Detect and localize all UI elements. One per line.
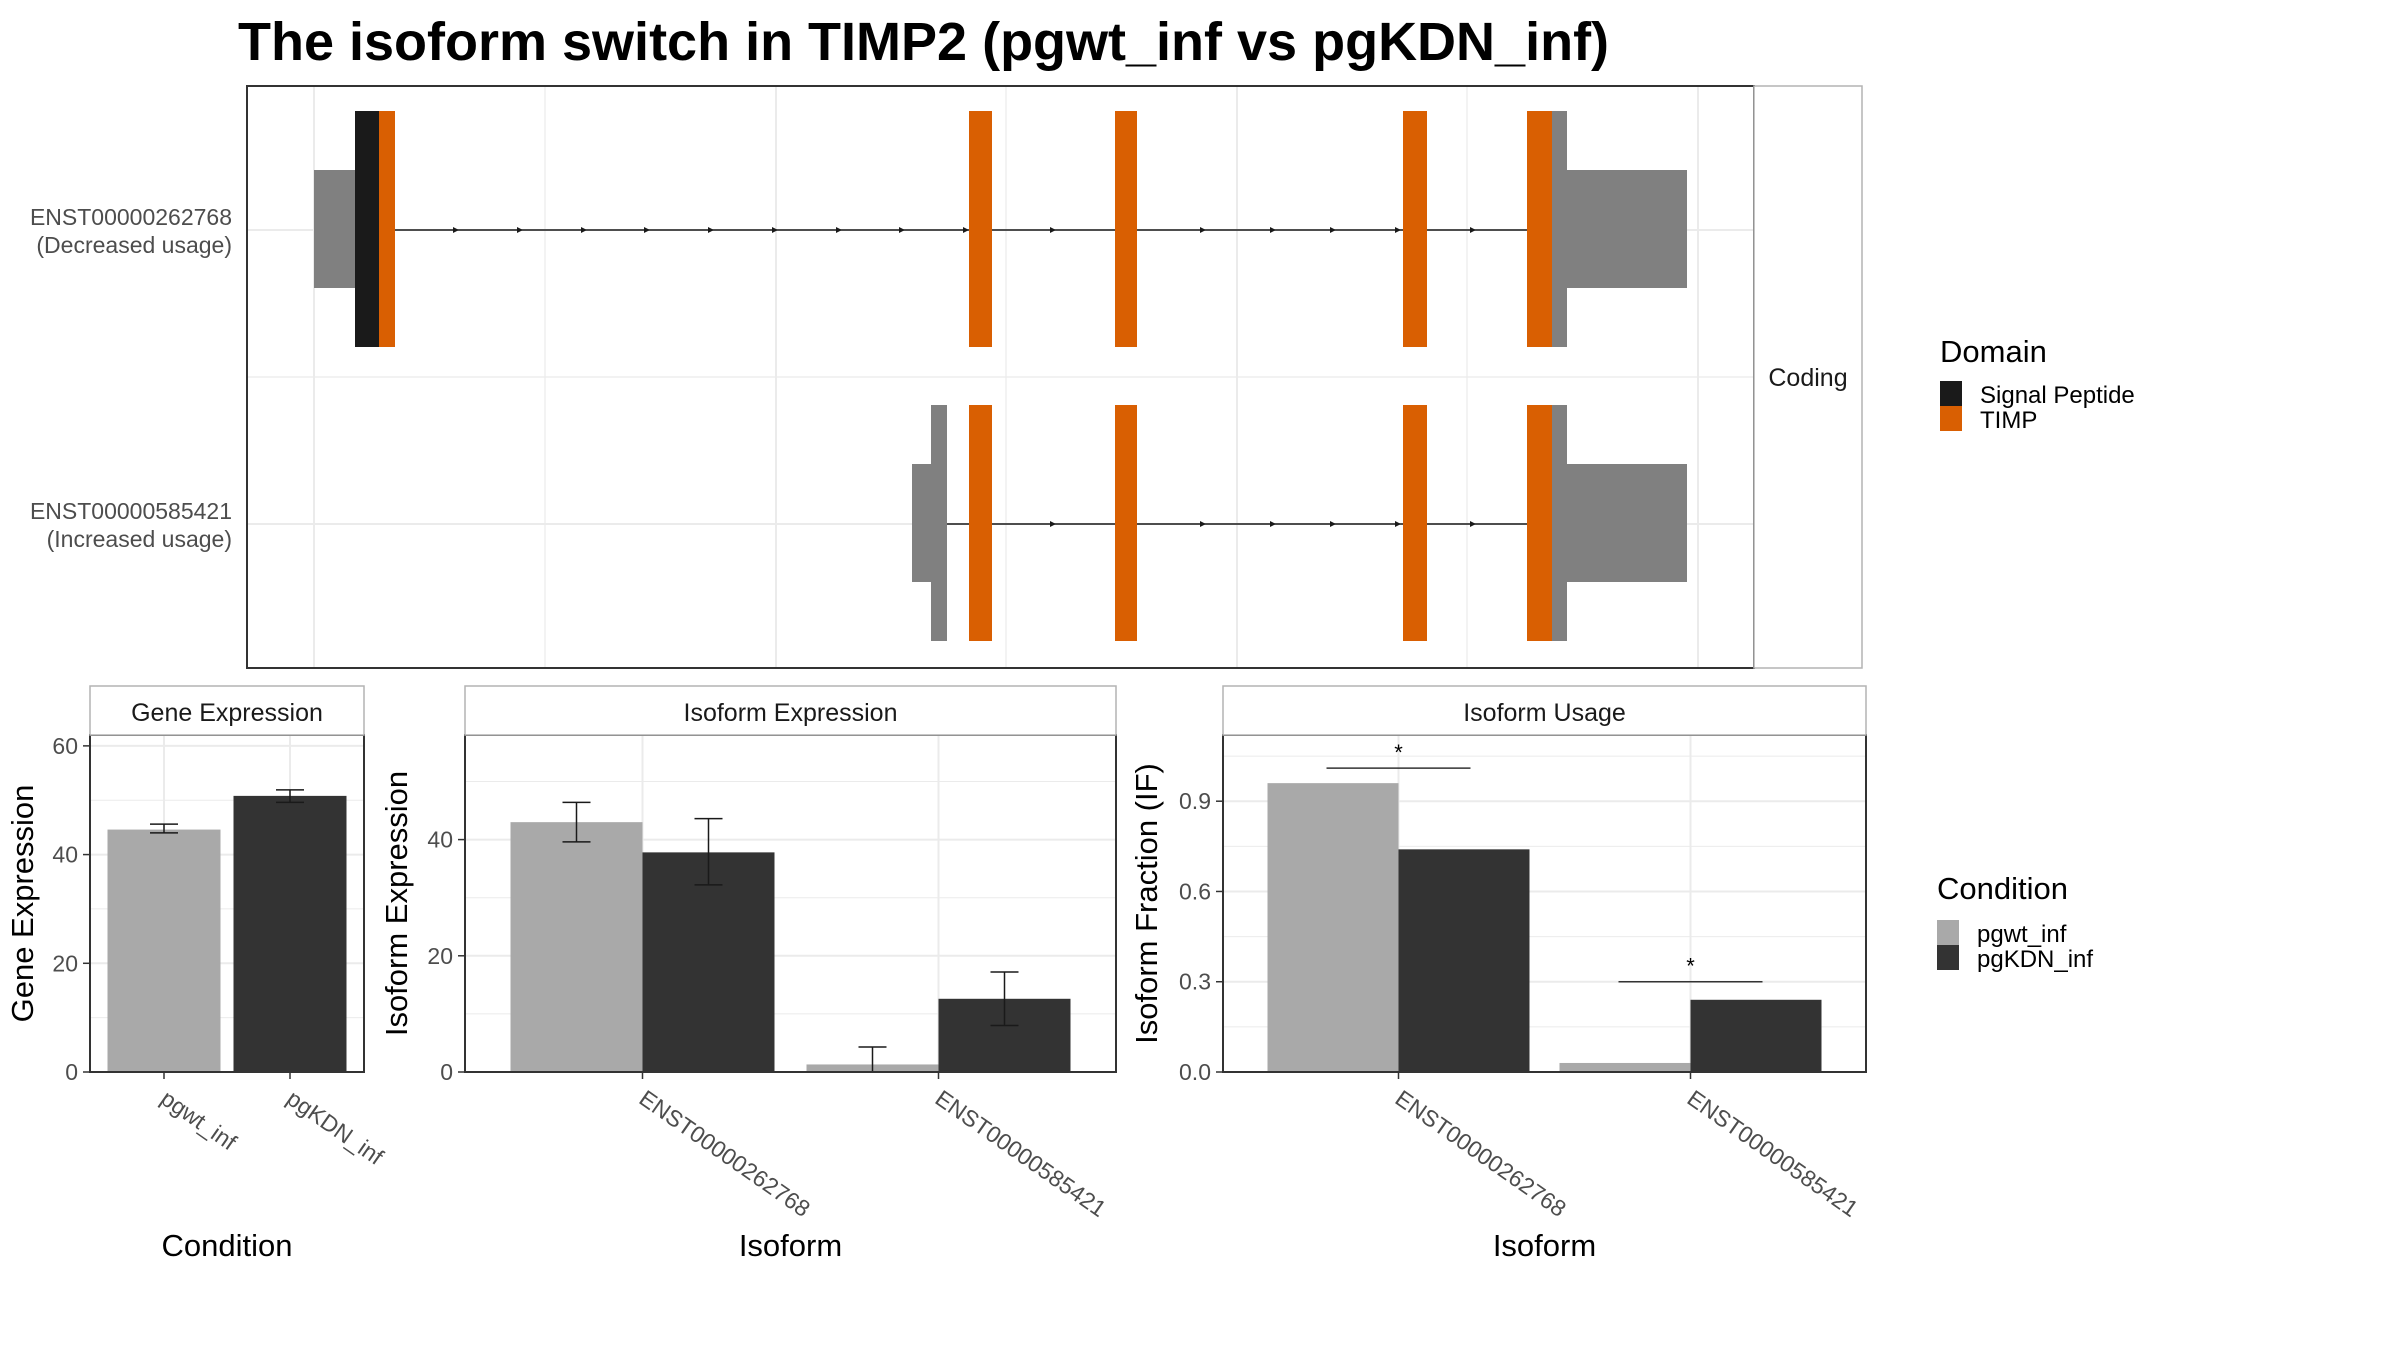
x-tick-label-pgwt-inf: pgwt_inf bbox=[156, 1085, 242, 1156]
y-tick-label: 60 bbox=[52, 733, 78, 759]
y-tick-label: 0.6 bbox=[1179, 878, 1211, 904]
x-tick-label-pgkdn-inf: pgKDN_inf bbox=[282, 1085, 389, 1170]
y-tick-label: 20 bbox=[427, 943, 453, 969]
timp-domain-exon-5 bbox=[1527, 111, 1552, 347]
timp-domain-exon-2 bbox=[969, 111, 992, 347]
timp-domain-exon-3 bbox=[1115, 111, 1137, 347]
bar-enst00000585421-pgwt-inf bbox=[1559, 1062, 1691, 1072]
timp-domain-exon-2 bbox=[1115, 405, 1137, 641]
x-axis-title: Isoform bbox=[739, 1228, 842, 1263]
y-tick-label: 0.0 bbox=[1179, 1059, 1211, 1085]
y-tick-label: 40 bbox=[52, 842, 78, 868]
x-tick-label-enst00000262768: ENST00000262768 bbox=[1391, 1085, 1571, 1222]
y-tick-label: 0.3 bbox=[1179, 969, 1211, 995]
transcript-enst00000585421 bbox=[912, 405, 1687, 641]
condition-legend-title: Condition bbox=[1937, 871, 2068, 906]
utr-5-exon bbox=[912, 464, 932, 582]
significance-marker: * bbox=[1686, 954, 1695, 979]
timp-legend-label: TIMP bbox=[1980, 407, 2037, 434]
isoform-2-usage-label: (Increased usage) bbox=[47, 526, 232, 552]
bar-enst00000262768-pgkdn-inf bbox=[1398, 849, 1530, 1072]
y-tick-label: 20 bbox=[52, 950, 78, 976]
bar-pgwt-inf bbox=[107, 829, 221, 1072]
facet-strip bbox=[464, 685, 1117, 736]
pgwt-inf-legend-key bbox=[1937, 920, 1959, 945]
structure-facet-strip: Coding bbox=[1753, 85, 1863, 669]
timp-domain-exon-4 bbox=[1527, 405, 1552, 641]
facet-strip bbox=[89, 685, 365, 736]
signal-peptide-domain bbox=[355, 111, 379, 347]
y-tick-label: 0.9 bbox=[1179, 788, 1211, 814]
pgwt-inf-legend-label: pgwt_inf bbox=[1977, 921, 2067, 948]
timp-domain-exon-4 bbox=[1403, 111, 1427, 347]
strip-box bbox=[1753, 85, 1863, 669]
bar-enst00000262768-pgwt-inf bbox=[1267, 783, 1399, 1072]
utr-3-exon bbox=[1567, 170, 1687, 288]
figure-title: The isoform switch in TIMP2 (pgwt_inf vs… bbox=[238, 12, 1609, 72]
x-tick-label-enst00000262768: ENST00000262768 bbox=[635, 1085, 815, 1222]
facet-strip-title: Isoform Expression bbox=[684, 699, 898, 727]
timp-domain-exon-1 bbox=[969, 405, 992, 641]
y-axis-title: Isoform Expression bbox=[379, 771, 414, 1036]
x-axis-title: Isoform bbox=[1493, 1228, 1596, 1263]
facet-strip-title: Gene Expression bbox=[131, 699, 323, 727]
facet-strip-title: Isoform Usage bbox=[1463, 699, 1626, 727]
facet-strip bbox=[1222, 685, 1867, 736]
domain-legend: Domain Signal Peptide TIMP bbox=[1940, 334, 2135, 434]
structure-y-axis-labels: ENST00000262768 (Decreased usage) ENST00… bbox=[30, 204, 232, 552]
strip-label-coding: Coding bbox=[1768, 364, 1847, 392]
y-tick-label: 40 bbox=[427, 827, 453, 853]
x-tick-label-enst00000585421: ENST00000585421 bbox=[931, 1085, 1111, 1222]
signal-peptide-legend-key bbox=[1940, 381, 1962, 406]
signal-peptide-legend-label: Signal Peptide bbox=[1980, 382, 2135, 409]
transcript-enst00000262768 bbox=[314, 111, 1687, 347]
y-axis-title: Gene Expression bbox=[5, 785, 40, 1023]
y-tick-label: 0 bbox=[65, 1059, 78, 1085]
coding-exon-tail bbox=[1552, 111, 1567, 347]
bar-pgkdn-inf bbox=[233, 795, 347, 1072]
isoform-1-usage-label: (Decreased usage) bbox=[36, 232, 232, 258]
y-tick-label: 0 bbox=[440, 1059, 453, 1085]
isoform-2-id-label: ENST00000585421 bbox=[30, 498, 232, 524]
utr-5-exon bbox=[314, 170, 356, 288]
pgkdn-inf-legend-key bbox=[1937, 945, 1959, 970]
coding-exon-tail bbox=[1552, 405, 1567, 641]
isoform-1-id-label: ENST00000262768 bbox=[30, 204, 232, 230]
gene-expression-chart: Gene Expression 0 20 40 60 pgwt_inf pgKDN_inf C… bbox=[5, 685, 389, 1263]
structure-panel: Coding ENST00000262768 (Decreased usage)… bbox=[30, 85, 1863, 669]
bar-enst00000262768-pgwt-inf bbox=[510, 822, 643, 1072]
condition-legend: Condition pgwt_inf pgKDN_inf bbox=[1937, 871, 2093, 973]
y-axis-title: Isoform Fraction (IF) bbox=[1129, 763, 1164, 1044]
domain-legend-title: Domain bbox=[1940, 334, 2047, 369]
bar-enst00000585421-pgkdn-inf bbox=[1690, 999, 1822, 1072]
isoform-expression-chart: Isoform Expression 0 20 40 ENST00000262768 EN… bbox=[379, 685, 1117, 1263]
significance-marker: * bbox=[1394, 740, 1403, 765]
x-tick-label-enst00000585421: ENST00000585421 bbox=[1683, 1085, 1863, 1222]
x-axis-title: Condition bbox=[162, 1228, 293, 1263]
coding-exon-head bbox=[931, 405, 947, 641]
utr-3-exon bbox=[1567, 464, 1687, 582]
bar-enst00000262768-pgkdn-inf bbox=[642, 852, 775, 1072]
isoform-usage-chart: * * Isoform Usage 0.0 0.3 0.6 0.9 ENST000002627… bbox=[1129, 685, 1867, 1263]
timp-legend-key bbox=[1940, 406, 1962, 431]
timp-domain-exon-1 bbox=[379, 111, 395, 347]
timp-domain-exon-3 bbox=[1403, 405, 1427, 641]
pgkdn-inf-legend-label: pgKDN_inf bbox=[1977, 946, 2093, 973]
